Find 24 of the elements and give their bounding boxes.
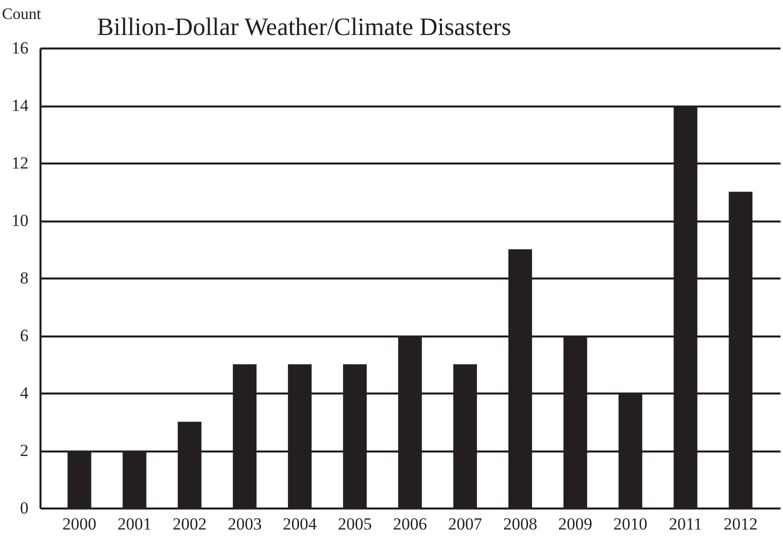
x-tick-label: 2010	[613, 514, 648, 534]
x-tick-label: 2006	[393, 514, 427, 534]
y-tick-label: 14	[12, 96, 29, 115]
x-tick-label: 2002	[172, 514, 207, 534]
y-tick-label: 4	[20, 384, 29, 402]
y-tick-label: 2	[20, 441, 28, 460]
y-tick-label: 10	[12, 211, 28, 230]
x-tick-label: 2012	[724, 514, 758, 534]
y-tick-label: 12	[12, 154, 28, 172]
x-tick-label: 2011	[668, 514, 702, 534]
y-tick-label: 0	[20, 498, 28, 518]
y-tick-label: 6	[20, 326, 28, 345]
x-tick-label: 2005	[338, 514, 372, 534]
chart-title: Billion-Dollar Weather/Climate Disasters	[97, 14, 512, 41]
x-tick-label: 2001	[117, 514, 152, 534]
x-tick-label: 2000	[62, 514, 96, 534]
x-tick-label: 2003	[228, 514, 262, 534]
x-tick-label: 2007	[448, 514, 483, 534]
y-tick-label: 8	[20, 268, 28, 288]
y-axis-title: Count	[2, 6, 42, 23]
x-tick-label: 2004	[282, 514, 318, 534]
y-tick-label: 16	[12, 38, 28, 58]
x-tick-label: 2008	[503, 514, 538, 534]
x-tick-label: 2009	[558, 514, 592, 534]
